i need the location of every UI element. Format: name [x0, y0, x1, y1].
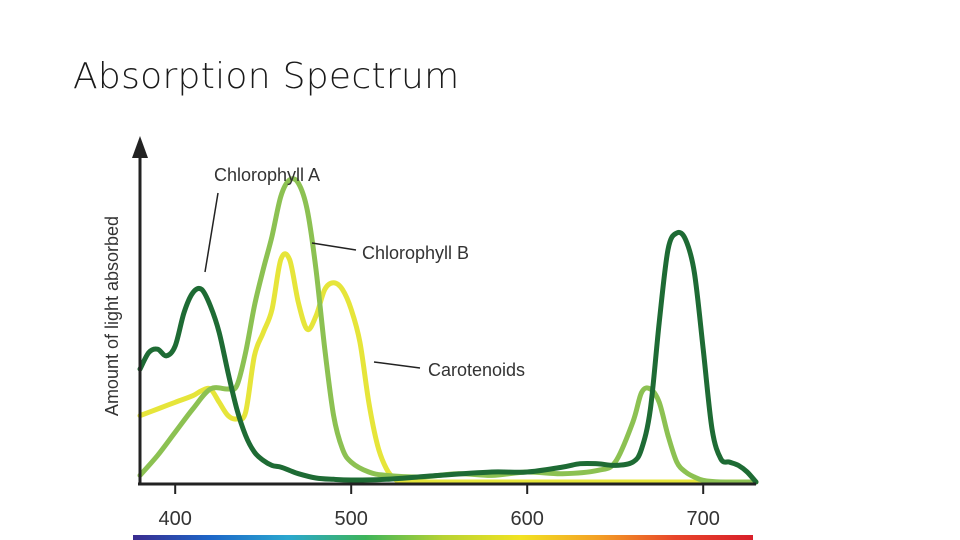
y-axis-label: Amount of light absorbed — [102, 216, 122, 416]
series-layer — [137, 176, 759, 485]
visible-spectrum-bar — [133, 535, 753, 540]
x-tick-label-700: 700 — [687, 508, 720, 530]
x-tick-label-400: 400 — [159, 508, 192, 530]
ticks-layer: 400 500 600 700 — [159, 484, 720, 530]
series-line-chlorophyll-a — [137, 229, 759, 485]
x-tick-label-500: 500 — [335, 508, 368, 530]
series-line-chlorophyll-b — [137, 176, 759, 485]
y-axis-arrow — [132, 136, 148, 158]
series-line-carotenoids — [137, 251, 759, 485]
annotation-chlorophyll-b: Chlorophyll B — [362, 243, 469, 263]
annotation-layer: Chlorophyll A Chlorophyll B Carotenoids — [204, 165, 525, 380]
annotation-leader-chlorophyll-b — [311, 242, 357, 251]
axes-layer — [132, 136, 756, 540]
annotation-carotenoids: Carotenoids — [428, 360, 525, 380]
slide-title: Absorption Spectrum — [73, 56, 460, 97]
x-tick-label-600: 600 — [511, 508, 544, 530]
annotation-leader-chlorophyll-a — [204, 192, 219, 273]
annotation-chlorophyll-a: Chlorophyll A — [214, 165, 320, 185]
annotation-leader-carotenoids — [373, 361, 421, 369]
